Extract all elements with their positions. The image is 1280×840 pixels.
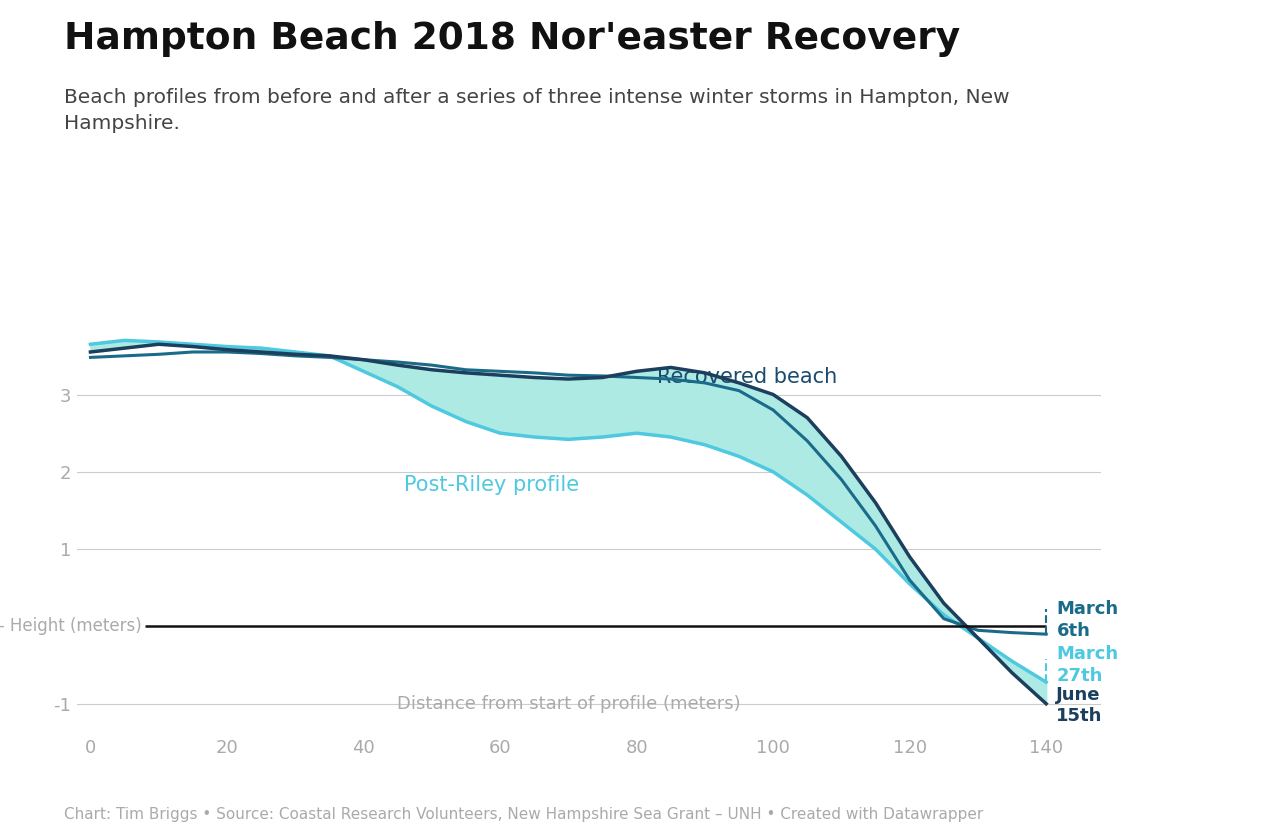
Text: Chart: Tim Briggs • Source: Coastal Research Volunteers, New Hampshire Sea Grant: Chart: Tim Briggs • Source: Coastal Rese… — [64, 806, 983, 822]
Text: March
6th: March 6th — [1056, 601, 1119, 640]
Text: March
27th: March 27th — [1056, 645, 1119, 685]
Text: Beach profiles from before and after a series of three intense winter storms in : Beach profiles from before and after a s… — [64, 88, 1010, 133]
Text: June
15th: June 15th — [1056, 685, 1103, 725]
Text: 0 - Height (meters): 0 - Height (meters) — [0, 617, 142, 635]
Text: Hampton Beach 2018 Nor'easter Recovery: Hampton Beach 2018 Nor'easter Recovery — [64, 21, 960, 57]
Text: Distance from start of profile (meters): Distance from start of profile (meters) — [397, 695, 740, 713]
Text: Post-Riley profile: Post-Riley profile — [404, 475, 580, 495]
Text: Recovered beach: Recovered beach — [657, 367, 837, 387]
